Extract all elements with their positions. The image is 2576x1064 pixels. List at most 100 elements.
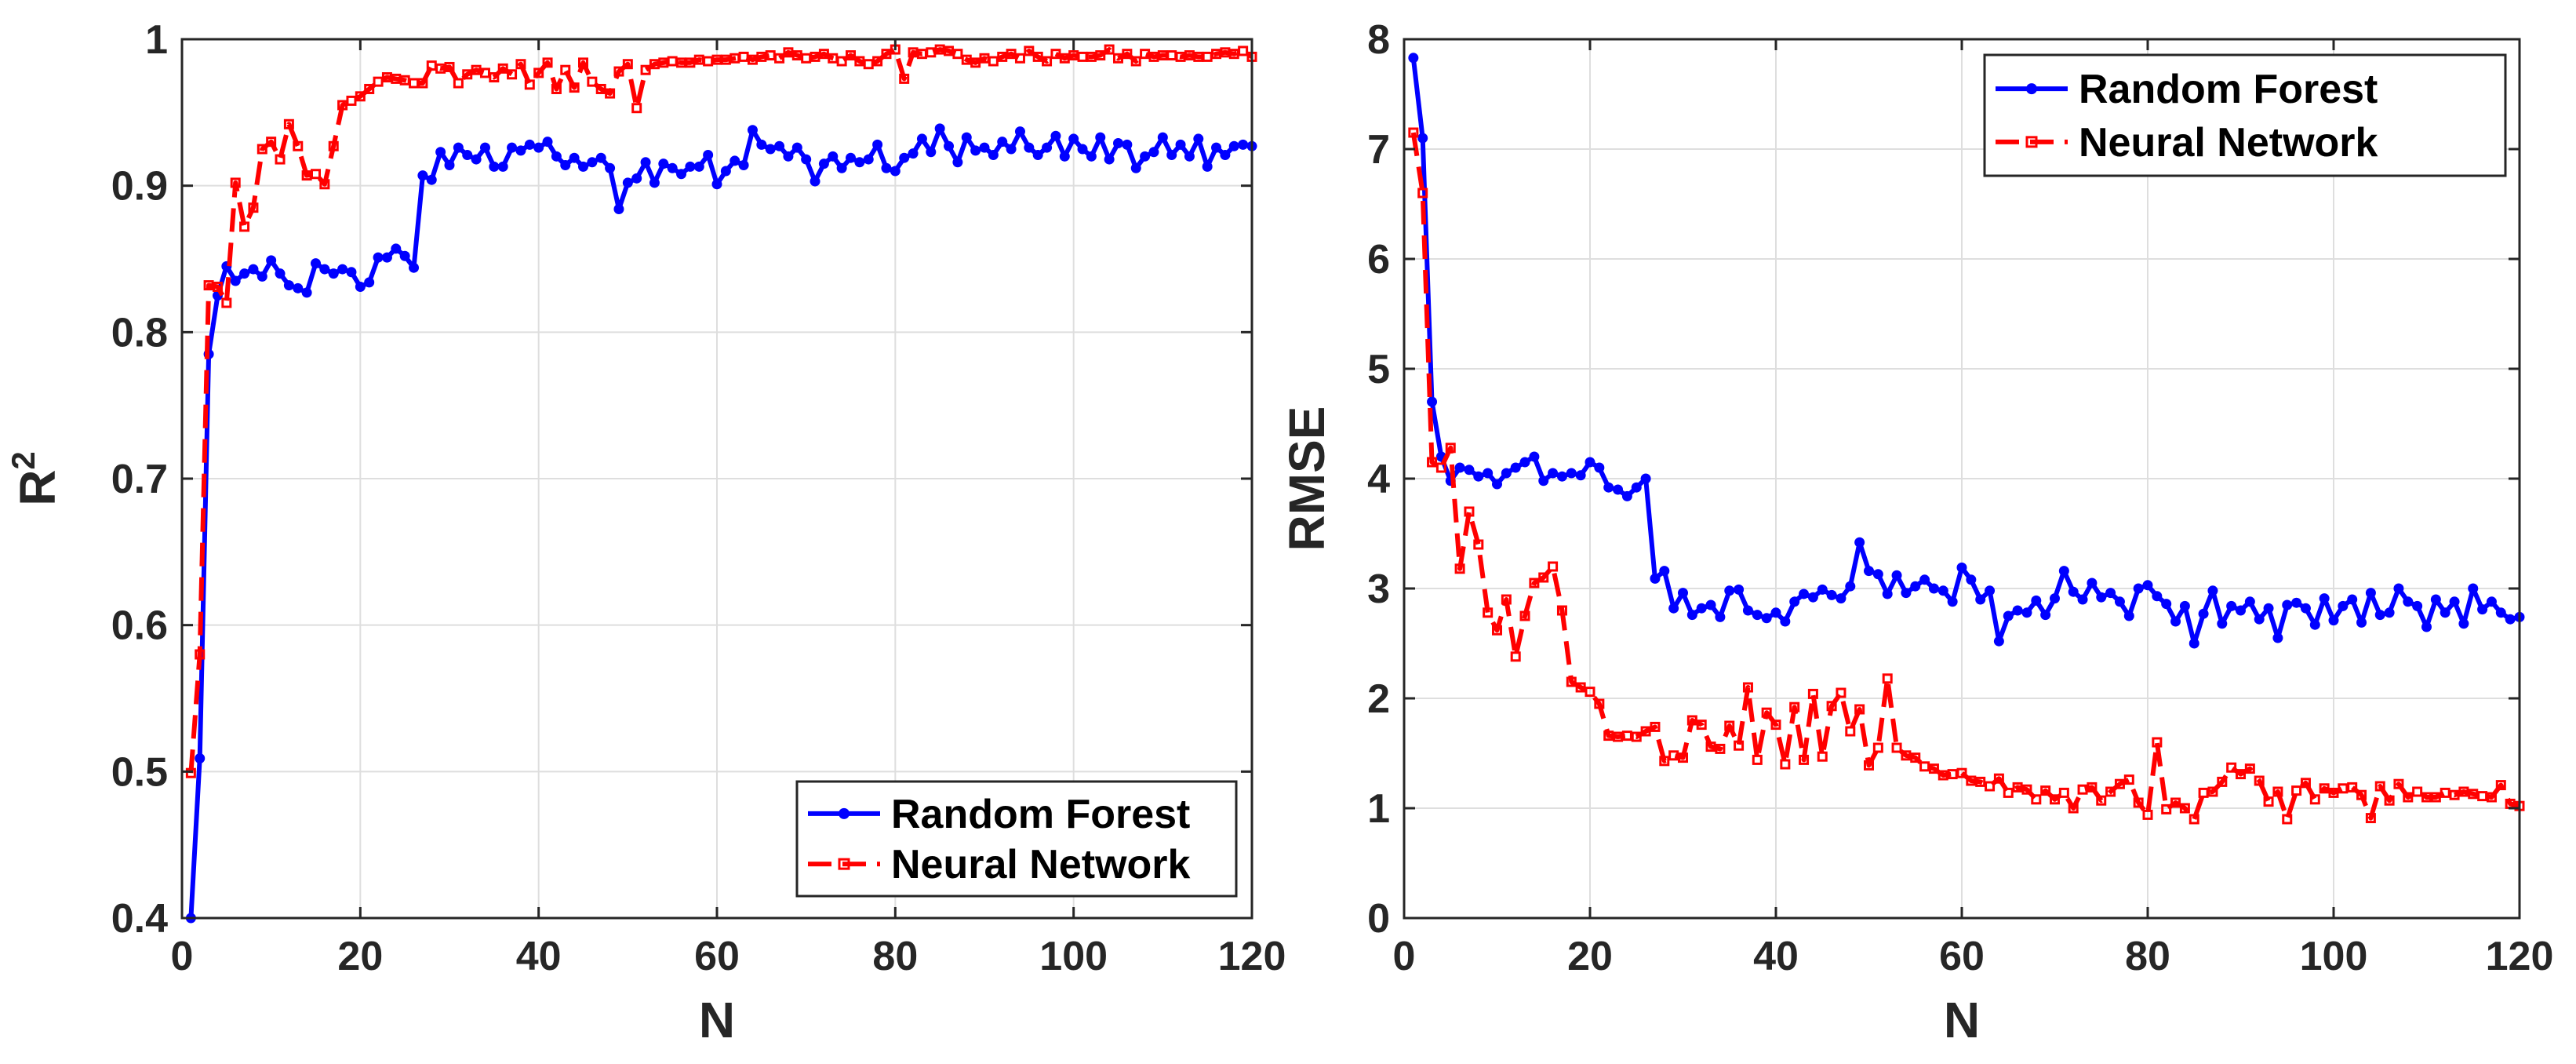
data-point [1631, 482, 1642, 493]
data-point [2114, 778, 2125, 789]
data-point [185, 767, 196, 778]
data-point [2217, 618, 2228, 629]
data-point [578, 57, 588, 68]
data-point [2207, 585, 2218, 596]
data-point [1538, 572, 1549, 583]
data-point [1780, 616, 1791, 627]
data-point [1211, 142, 1222, 153]
data-point [2374, 610, 2385, 621]
data-point [364, 277, 375, 288]
data-point [631, 173, 642, 184]
data-point [1501, 468, 1512, 479]
data-point [1928, 583, 1939, 594]
data-point [1220, 149, 1231, 160]
data-point [2021, 607, 2032, 618]
data-point [2226, 600, 2237, 611]
data-point [515, 59, 526, 70]
data-point [1836, 687, 1846, 698]
data-point [1864, 566, 1874, 577]
data-point [2142, 809, 2153, 820]
data-point [2384, 607, 2395, 618]
data-point [1510, 651, 1521, 662]
data-point [2272, 632, 2283, 643]
data-point [2272, 786, 2283, 797]
series-random-forest [185, 123, 1257, 924]
y-tick-label: 0.5 [111, 749, 168, 795]
data-point [1956, 562, 1967, 573]
data-point [622, 177, 633, 188]
data-point [765, 144, 776, 155]
data-point [1613, 731, 1624, 742]
tick-labels: 0 20 40 60 80 100 120 0.4 0.5 0.6 0.7 0.8 0.9 1 [111, 17, 1286, 979]
data-point [212, 281, 223, 292]
data-point [2309, 619, 2320, 630]
data-point [1780, 759, 1791, 770]
data-point [1659, 566, 1670, 577]
data-point [1157, 132, 1168, 143]
data-point [2458, 786, 2469, 797]
data-point [1678, 752, 1688, 763]
data-point [2486, 792, 2497, 803]
y-tick-label: 1 [145, 17, 168, 63]
data-point [1042, 56, 1053, 67]
data-point [453, 142, 464, 153]
data-point [1024, 46, 1035, 56]
data-point [2309, 794, 2320, 805]
data-point [1650, 573, 1661, 584]
data-point [195, 753, 206, 764]
data-point [2449, 789, 2460, 800]
tick-labels: 0 20 40 60 80 100 120 0 1 2 3 4 5 6 7 8 [1367, 17, 2553, 979]
data-point [1238, 139, 1249, 150]
data-point [2226, 762, 2237, 773]
data-point [2365, 588, 2376, 599]
data-point [2207, 786, 2218, 797]
y-axis-label: RMSE [1279, 406, 1335, 552]
data-point [2244, 763, 2255, 774]
data-point [2505, 614, 2516, 625]
legend-label: Neural Network [891, 842, 1191, 887]
data-point [756, 139, 767, 150]
data-point [444, 61, 455, 72]
data-point [1724, 585, 1735, 596]
data-point [801, 154, 812, 165]
data-point [685, 161, 696, 172]
data-point [1696, 720, 1707, 731]
data-point [1130, 56, 1141, 67]
legend: Random Forest Neural Network [1983, 53, 2507, 177]
data-point [2347, 594, 2358, 605]
data-point [2133, 797, 2144, 808]
data-point [1104, 154, 1115, 165]
data-point [1492, 625, 1502, 636]
legend-box [1983, 53, 2507, 177]
data-point [275, 154, 286, 165]
data-point [1919, 574, 1930, 585]
data-point [2152, 737, 2163, 748]
data-point [515, 145, 526, 156]
data-point [2236, 769, 2246, 780]
data-point [1937, 585, 1948, 596]
data-point [1650, 721, 1661, 732]
data-point [1910, 581, 1921, 592]
data-point [605, 162, 616, 173]
data-point [1956, 767, 1967, 778]
data-point [1807, 688, 1818, 699]
data-point [988, 149, 999, 160]
data-point [2263, 603, 2274, 614]
y-tick-label: 6 [1367, 237, 1390, 282]
y-tick-label: 3 [1367, 567, 1390, 612]
data-point [355, 281, 366, 292]
data-point [1175, 139, 1186, 150]
data-point [275, 268, 286, 279]
data-point [2440, 787, 2450, 798]
x-tick-label: 120 [2486, 934, 2554, 979]
data-point [2189, 638, 2199, 649]
data-point [1882, 588, 1893, 599]
data-point [720, 166, 731, 177]
data-point [2495, 607, 2506, 618]
x-tick-label: 20 [1567, 934, 1613, 979]
data-point [1548, 468, 1559, 479]
data-point [1966, 574, 1977, 585]
data-point [2356, 789, 2367, 800]
data-point [2477, 604, 2488, 615]
data-point [631, 103, 642, 114]
